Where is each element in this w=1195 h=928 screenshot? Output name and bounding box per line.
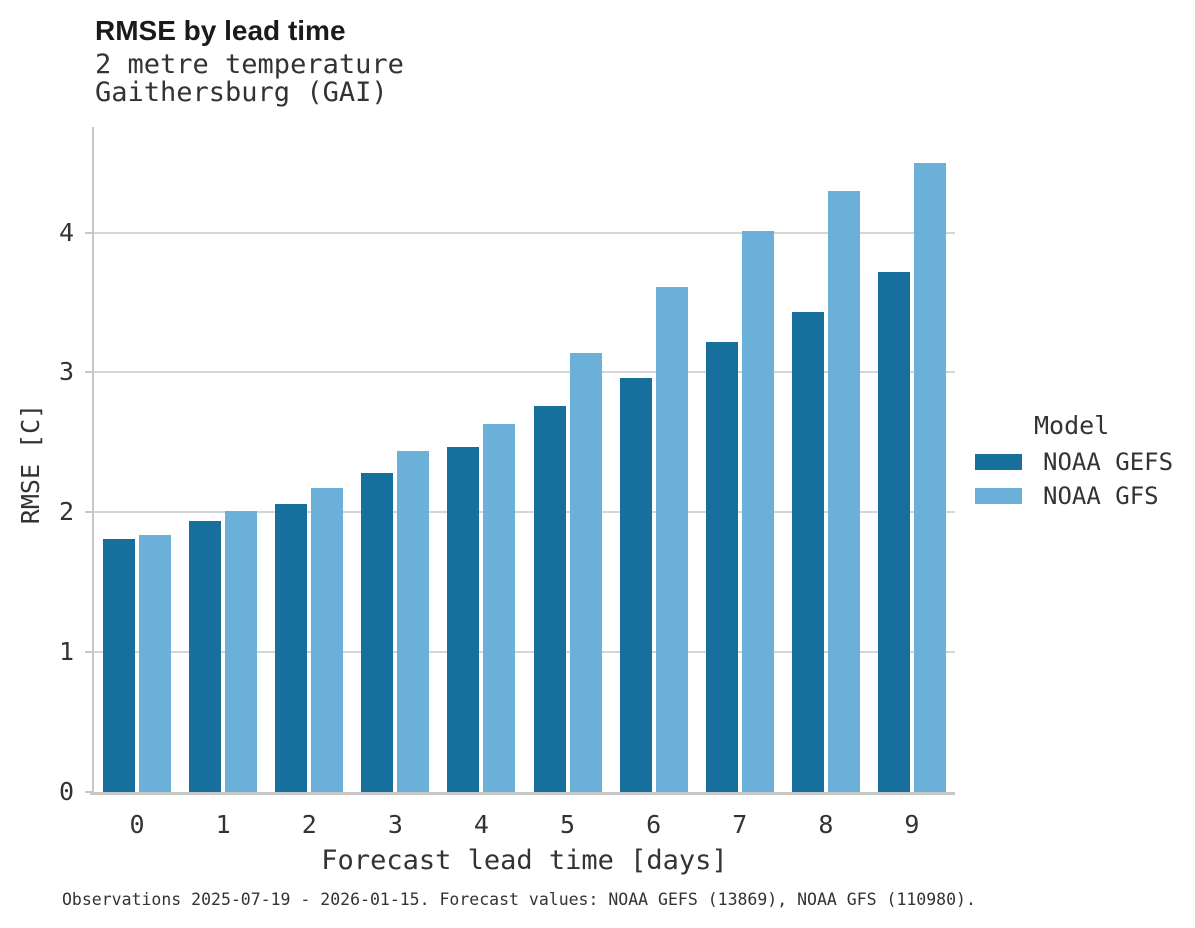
bar-noaa-gfs-lead-4 [483,424,516,792]
y-tick-label-1: 1 [58,637,74,667]
bar-noaa-gefs-lead-4 [447,446,480,792]
chart-subtitle: 2 metre temperature Gaithersburg (GAI) [95,51,404,107]
x-tick-label-0: 0 [129,810,145,839]
legend-swatch-noaa-gefs [975,454,1022,470]
bar-noaa-gefs-lead-0 [103,538,136,792]
x-tick-label-2: 2 [301,810,317,839]
bar-noaa-gfs-lead-3 [397,450,430,792]
y-tick-label-2: 2 [58,497,74,527]
y-tick-mark-4 [85,231,93,234]
bar-noaa-gfs-lead-6 [655,287,688,792]
y-tick-label-4: 4 [58,217,74,247]
bar-noaa-gfs-lead-7 [741,231,774,792]
x-tick-label-7: 7 [732,810,748,839]
bar-noaa-gefs-lead-9 [877,271,910,792]
x-axis-title: Forecast lead time [days] [321,845,728,876]
x-tick-label-1: 1 [215,810,231,839]
x-tick-label-5: 5 [560,810,576,839]
bar-noaa-gefs-lead-2 [275,503,308,792]
bar-noaa-gfs-lead-0 [139,534,172,792]
legend: Model NOAA GEFS NOAA GFS [975,412,1190,518]
y-tick-mark-3 [85,371,93,374]
legend-entry-gfs: NOAA GFS [975,484,1190,508]
y-tick-mark-2 [85,511,93,514]
gridline-y-2 [94,511,955,514]
gridline-y-3 [94,371,955,374]
y-tick-label-0: 0 [58,777,74,806]
bar-noaa-gfs-lead-1 [225,510,258,792]
bar-noaa-gefs-lead-3 [361,473,394,792]
gridline-y-1 [94,651,955,654]
bar-noaa-gfs-lead-5 [569,352,602,792]
bar-noaa-gfs-lead-8 [827,190,860,792]
legend-swatch-noaa-gfs [975,488,1022,504]
legend-entry-gefs: NOAA GEFS [975,450,1190,474]
bar-noaa-gefs-lead-6 [619,377,652,792]
x-tick-label-9: 9 [904,810,920,839]
legend-label-noaa-gfs: NOAA GFS [1043,482,1159,510]
plot-area [94,129,955,792]
x-axis-spine [90,792,955,795]
legend-label-noaa-gefs: NOAA GEFS [1043,448,1174,476]
y-tick-mark-0 [85,791,93,793]
chart-title: RMSE by lead time [95,15,346,46]
caption: Observations 2025-07-19 - 2026-01-15. Fo… [62,890,976,909]
bar-noaa-gfs-lead-2 [311,488,344,792]
x-tick-label-3: 3 [387,810,403,839]
bar-noaa-gefs-lead-1 [189,520,222,792]
x-tick-label-4: 4 [473,810,489,839]
bar-noaa-gefs-lead-8 [791,312,824,792]
x-tick-label-6: 6 [646,810,662,839]
y-axis-title: RMSE [C] [16,403,45,525]
x-tick-label-8: 8 [818,810,834,839]
y-tick-mark-1 [85,651,93,654]
y-axis-spine [92,127,94,795]
bar-noaa-gefs-lead-7 [705,341,738,792]
subtitle-station: Gaithersburg (GAI) [95,77,388,108]
subtitle-variable: 2 metre temperature [95,49,404,80]
bar-noaa-gfs-lead-9 [913,162,946,792]
gridline-y-4 [94,231,955,234]
bar-noaa-gefs-lead-5 [533,405,566,792]
y-tick-label-3: 3 [58,357,74,387]
legend-title: Model [1034,411,1110,440]
